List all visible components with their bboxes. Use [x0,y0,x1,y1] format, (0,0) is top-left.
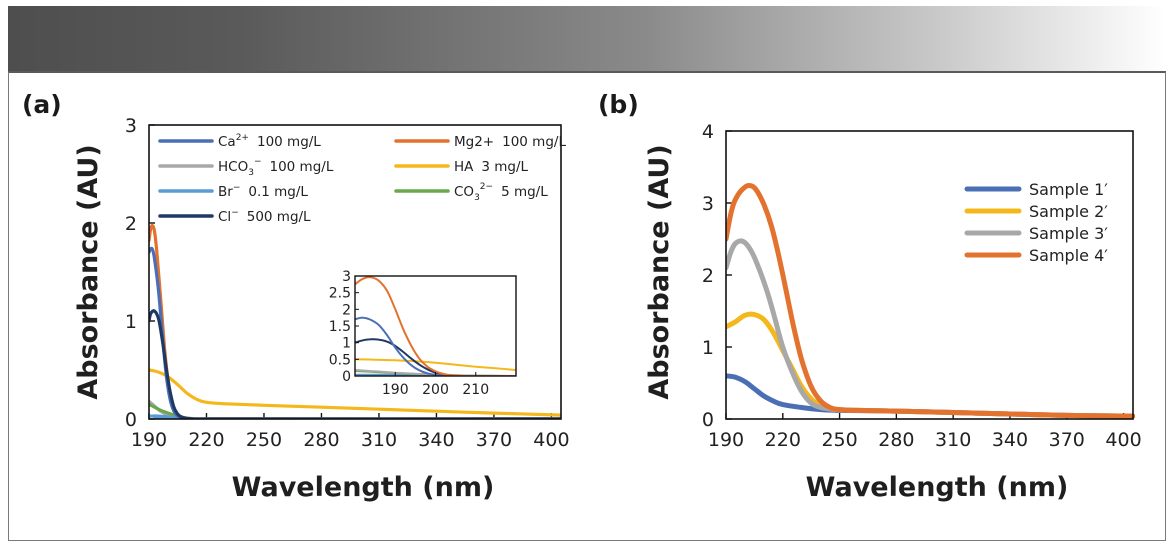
x-axis-title-b: Wavelength (nm) [806,472,1069,503]
series-line-cl-500-mg-l [149,309,561,419]
x-tick-label: 280 [303,429,339,451]
x-tick-label: 190 [708,429,744,451]
legend-label: Ca2+ 100 mg/L [218,133,321,150]
y-tick-label: 4 [702,121,714,143]
inset-y-tick-label: 3 [342,269,351,285]
y-tick-label: 2 [125,213,137,235]
legend-item-co3-2-5-mg-l: CO32− 5 mg/L [394,182,548,203]
legend-item-sample-1: Sample 1′ [964,180,1108,199]
y-tick-label: 3 [702,193,714,215]
legend-item-sample-3: Sample 3′ [964,224,1108,243]
inset-y-tick-label: 0 [342,369,351,385]
x-tick-label: 220 [765,429,801,451]
series-line-sample-3 [726,238,1135,419]
legend-item-ha-3-mg-l: HA 3 mg/L [394,159,529,175]
x-axis-title-a: Wavelength (nm) [232,472,495,503]
legend-item-mg2-100-mg-l: Mg2+ 100 mg/L [394,134,566,150]
header-gradient-banner [8,6,1166,72]
legend-label: Sample 3′ [1029,224,1108,243]
panel-label-a: (a) [22,90,62,119]
x-tick-label: 190 [131,429,167,451]
chart-b: (b) Absorbance (AU) Wavelength (nm) 0 1 2 3… [598,90,1142,503]
inset-y-tick-label: 1.5 [329,319,351,335]
y-ticks-b: 0 1 2 3 4 [702,121,732,431]
inset-y-tick-label: 2 [342,302,351,318]
x-tick-label: 340 [418,429,454,451]
y-tick-label: 2 [702,265,714,287]
chart-a: (a) Absorbance (AU) Wavelength (nm) 0 1 2 3… [22,90,570,503]
inset-x-tick-label: 210 [462,382,489,398]
legend-label: Sample 2′ [1029,202,1108,221]
y-axis-title-b: Absorbance (AU) [644,144,675,399]
legend-label: Sample 1′ [1029,180,1108,199]
figure-frame [8,71,1166,541]
legend-label: Cl− 500 mg/L [218,208,311,225]
series-line-ha-3-mg-l [355,358,516,371]
inset-y-tick-label: 1 [342,336,351,352]
x-tick-label: 310 [361,429,397,451]
series-b [726,182,1135,419]
legend-item-sample-4: Sample 4′ [964,246,1108,265]
y-tick-label: 0 [125,409,137,431]
y-tick-label: 1 [125,311,137,333]
legend-item-sample-2: Sample 2′ [964,202,1108,221]
legend-item-cl-500-mg-l: Cl− 500 mg/L [158,208,311,225]
legend-item-hco3-100-mg-l: HCO3− 100 mg/L [158,157,334,178]
y-tick-label: 3 [125,115,137,137]
x-ticks-b: 190 220 250 280 310 340 370 400 [708,413,1142,451]
series-line-ca2-100-mg-l [149,246,561,419]
legend-label: HCO3− 100 mg/L [218,157,334,178]
inset-y-tick-label: 0.5 [329,352,351,368]
y-ticks-a: 0 1 2 3 [125,115,155,431]
plot-area-a [148,124,562,420]
series-line-sample-4 [726,182,1135,419]
x-tick-label: 400 [533,429,569,451]
inset-x-tick-label: 200 [422,382,449,398]
legend-b: Sample 1′ Sample 2′ Sample 3′ Sample 4′ [964,180,1108,265]
x-tick-label: 400 [1105,429,1141,451]
series-line-ha-3-mg-l [149,368,561,417]
legend-item-br-0-1-mg-l: Br− 0.1 mg/L [158,183,308,200]
x-tick-label: 250 [246,429,282,451]
x-ticks-a: 190 220 250 280 310 340 370 400 [131,413,570,451]
inset-x-tick-label: 190 [382,382,409,398]
inset-chart-a: 00.511.522.53 190 200 210 [329,269,517,398]
x-tick-label: 370 [476,429,512,451]
panel-label-b: (b) [598,90,639,119]
y-tick-label: 1 [702,337,714,359]
legend-label: HA 3 mg/L [454,159,529,175]
legend-a: Ca2+ 100 mg/L Mg2+ 100 mg/L HCO3− 100 mg/L HA 3… [158,133,566,225]
x-tick-label: 280 [878,429,914,451]
x-tick-label: 250 [821,429,857,451]
y-tick-label: 0 [702,409,714,431]
legend-label: Mg2+ 100 mg/L [454,134,566,150]
legend-label: Br− 0.1 mg/L [218,183,308,200]
plot-area-b [725,130,1134,420]
y-axis-title-a: Absorbance (AU) [73,144,104,399]
x-tick-label: 310 [935,429,971,451]
legend-label: CO32− 5 mg/L [454,182,548,203]
x-tick-label: 370 [1049,429,1085,451]
x-tick-label: 340 [992,429,1028,451]
legend-item-ca2-100-mg-l: Ca2+ 100 mg/L [158,133,321,150]
series-line-br-0-1-mg-l [149,414,561,419]
x-tick-label: 220 [188,429,224,451]
inset-y-tick-label: 2.5 [329,286,351,302]
legend-label: Sample 4′ [1029,246,1108,265]
